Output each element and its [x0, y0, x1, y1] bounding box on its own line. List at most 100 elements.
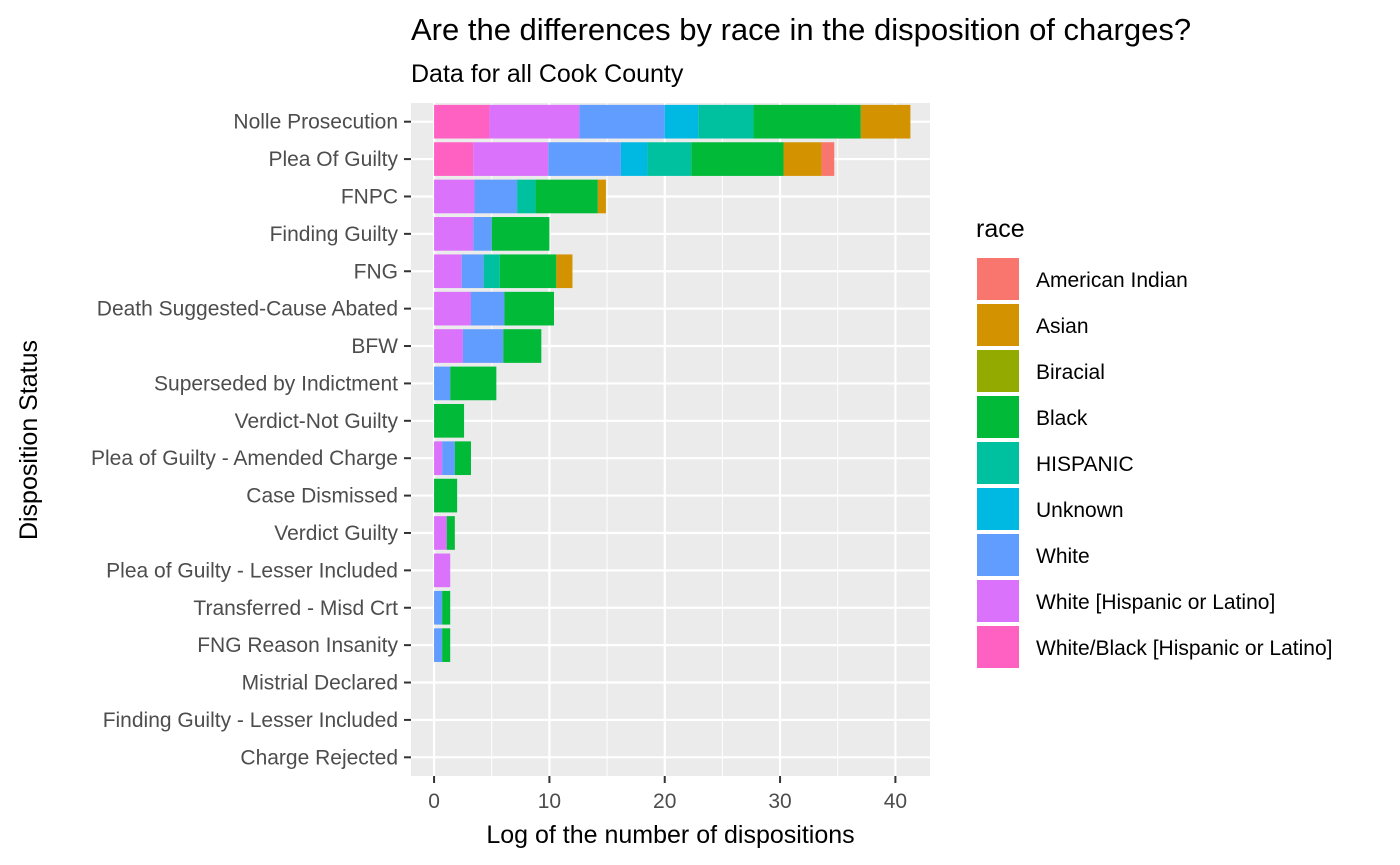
bar-segment [556, 254, 573, 289]
y-tick-label: Plea of Guilty - Lesser Included [106, 559, 398, 582]
bar-segment [434, 478, 458, 513]
chart-subtitle: Data for all Cook County [411, 60, 684, 88]
y-tick-label: Case Dismissed [246, 485, 398, 508]
bar-segment [491, 217, 550, 251]
y-tick-label: Nolle Prosecution [233, 111, 398, 134]
bars [434, 104, 911, 662]
bar-segment [698, 104, 754, 139]
bar-segment [483, 254, 500, 289]
legend-label: American Indian [1036, 269, 1188, 292]
y-tick-label: Plea Of Guilty [268, 148, 398, 171]
y-tick-label: Plea of Guilty - Amended Charge [91, 447, 398, 470]
grid-minor [491, 103, 839, 776]
x-axis-title: Log of the number of dispositions [486, 821, 854, 849]
bar-segment [647, 142, 692, 176]
bar-segment [579, 104, 665, 139]
bar-segment [434, 403, 465, 438]
y-tick-label: Superseded by Indictment [154, 372, 398, 395]
y-tick-label: Verdict-Not Guilty [235, 410, 399, 433]
x-tick-label: 20 [653, 790, 676, 813]
legend-label: White [1036, 545, 1090, 568]
legend-swatch [977, 258, 1019, 300]
bar-segment [620, 142, 648, 176]
y-tick-label: Mistrial Declared [242, 672, 398, 695]
bar-segment [442, 628, 451, 662]
bar-segment [504, 291, 555, 326]
bar-segment [821, 142, 835, 176]
bar-segment [446, 516, 455, 550]
bar-segment [434, 142, 474, 176]
legend-label: Biracial [1036, 361, 1105, 384]
bar-segment [664, 104, 699, 139]
bar-segment [473, 142, 549, 176]
plot-panel [411, 103, 930, 776]
legend-label: Asian [1036, 315, 1089, 338]
bar-segment [783, 142, 822, 176]
legend-swatch [977, 626, 1019, 668]
y-tick-label: FNG [354, 260, 398, 283]
bar-segment [434, 291, 471, 326]
legend-label: HISPANIC [1036, 453, 1134, 476]
bar-segment [597, 179, 606, 214]
y-tick-label: Charge Rejected [240, 746, 398, 769]
legend-swatch [977, 580, 1019, 622]
legend-swatch [977, 442, 1019, 484]
legend-swatch [977, 396, 1019, 438]
legend-swatch [977, 534, 1019, 576]
x-tick-label: 0 [428, 790, 440, 813]
bar-segment [442, 590, 451, 625]
bar-segment [434, 217, 474, 251]
y-axis-title: Disposition Status [15, 340, 43, 540]
bar-segment [461, 254, 484, 289]
bar-segment [434, 254, 462, 289]
legend-swatch [977, 488, 1019, 530]
y-tick-label: Finding Guilty - Lesser Included [103, 709, 398, 732]
legend-label: Black [1036, 407, 1088, 430]
chart-title: Are the differences by race in the dispo… [411, 12, 1191, 47]
bar-segment [434, 366, 451, 401]
bar-segment [470, 291, 505, 326]
bar-segment [691, 142, 784, 176]
bar-segment [517, 179, 536, 214]
legend-title: race [976, 215, 1025, 243]
x-tick-label: 10 [538, 790, 561, 813]
bar-segment [503, 329, 542, 363]
bar-segment [489, 104, 580, 139]
y-tick-label: Finding Guilty [270, 223, 399, 246]
bar-segment [434, 104, 490, 139]
x-tick-label: 30 [768, 790, 791, 813]
y-tick-label: Transferred - Misd Crt [193, 597, 398, 620]
bar-segment [753, 104, 861, 139]
bar-segment [473, 217, 492, 251]
y-tick-label: Death Suggested-Cause Abated [97, 298, 398, 321]
bar-segment [499, 254, 557, 289]
bar-segment [450, 366, 497, 401]
bar-segment [434, 553, 451, 588]
bar-segment [434, 179, 475, 214]
bar-segment [434, 441, 443, 476]
bar-segment [548, 142, 621, 176]
y-tick-label: FNG Reason Insanity [197, 634, 398, 657]
legend-label: White/Black [Hispanic or Latino] [1036, 637, 1332, 660]
bar-segment [462, 329, 504, 363]
y-axis: Nolle Prosecution Plea Of Guilty FNPC Findi… [91, 111, 411, 769]
bar-segment [434, 590, 443, 625]
legend: American Indian Asian Biracial Black HISPANI… [977, 258, 1332, 668]
y-tick-label: FNPC [341, 185, 398, 208]
legend-swatch [977, 350, 1019, 392]
x-tick-label: 40 [884, 790, 907, 813]
legend-label: Unknown [1036, 499, 1124, 522]
y-tick-label: BFW [351, 335, 398, 358]
y-tick-label: Verdict Guilty [274, 522, 398, 545]
x-axis: 0 10 20 30 40 [428, 776, 907, 813]
bar-segment [442, 441, 455, 476]
bar-segment [474, 179, 518, 214]
bar-segment [434, 628, 443, 662]
bar-segment [454, 441, 471, 476]
bar-segment [434, 516, 447, 550]
legend-swatch [977, 304, 1019, 346]
legend-label: White [Hispanic or Latino] [1036, 591, 1275, 614]
bar-segment [535, 179, 598, 214]
bar-segment [860, 104, 911, 139]
